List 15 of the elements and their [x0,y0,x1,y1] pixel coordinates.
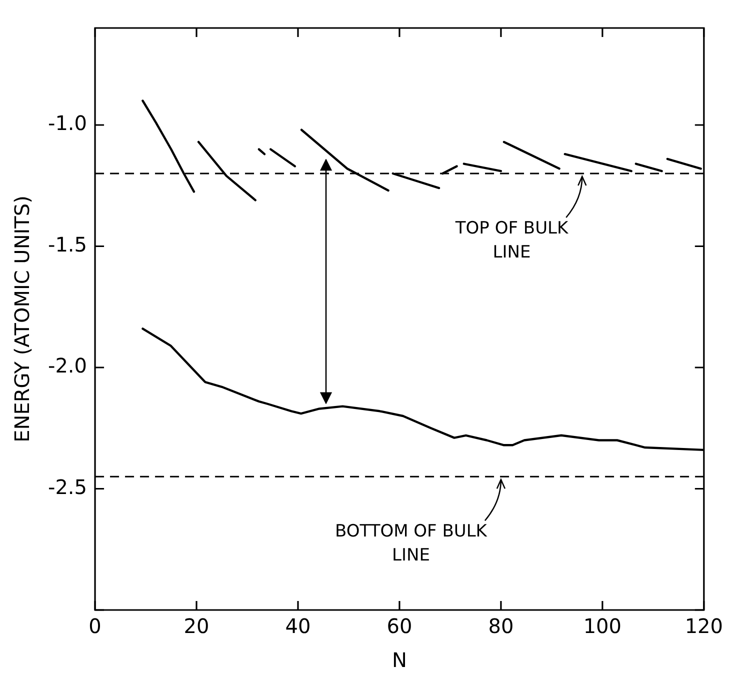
x-tick-label: 20 [184,614,210,638]
x-tick-label: 120 [684,614,724,638]
y-axis-title: ENERGY (ATOMIC UNITS) [10,196,34,442]
annotation: TOP OF BULK LINE [454,218,569,262]
x-tick-label: 100 [583,614,622,638]
x-tick-label: 40 [285,614,311,638]
y-tick-label: -1.0 [48,111,88,136]
y-tick-label: -1.5 [48,232,88,256]
x-tick-label: 0 [88,614,102,638]
x-axis-title: N [392,648,407,672]
y-tick-label: -2.0 [48,354,88,378]
x-tick-label: 80 [488,614,514,638]
y-tick-label: -2.5 [48,474,88,499]
annotation: BOTTOM OF BULK LINE [334,522,488,566]
x-tick-label: 60 [386,614,412,638]
